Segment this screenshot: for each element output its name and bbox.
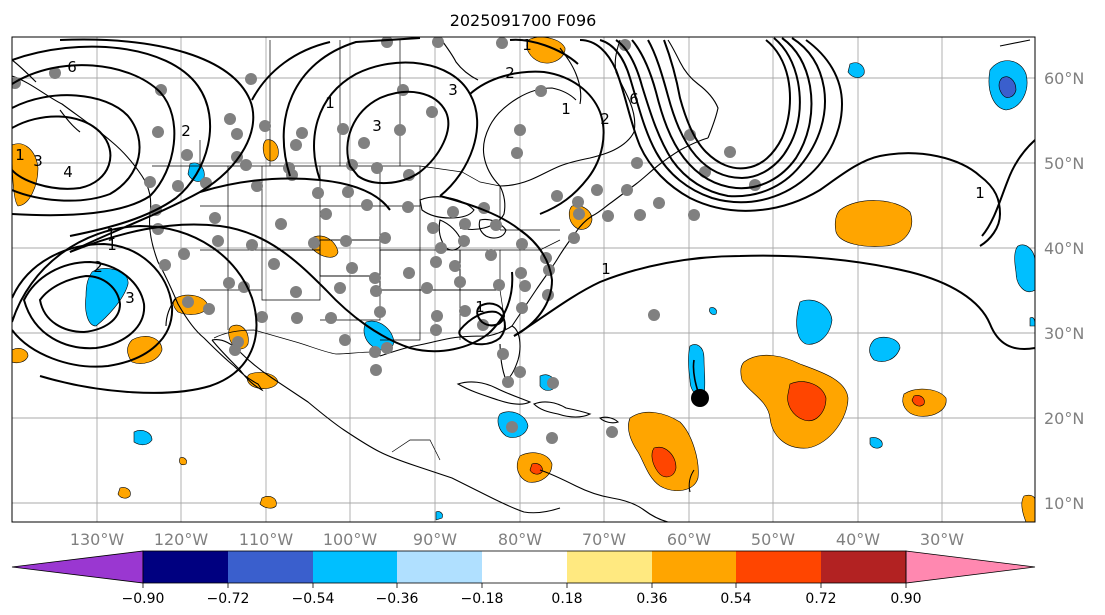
figure-title: 2025091700 F096 [450, 11, 597, 30]
contour-label: 2 [181, 122, 191, 140]
colorbar-tick-label: 0.54 [720, 591, 751, 607]
contour-label: 1 [325, 94, 335, 112]
lon-label: 30°W [920, 530, 964, 549]
colorbar-swatch [482, 551, 567, 583]
contour-label: 1 [475, 298, 485, 316]
colorbar-tick-label: −0.18 [461, 591, 504, 607]
contour-label: 4 [63, 163, 73, 181]
lat-label: 10°N [1044, 494, 1084, 513]
contour-label: 6 [629, 90, 639, 108]
contour-label: 1 [975, 184, 985, 202]
colorbar-swatch [143, 551, 228, 583]
lon-label: 90°W [413, 530, 457, 549]
lon-label: 40°W [836, 530, 880, 549]
lat-label: 50°N [1044, 154, 1084, 173]
colorbar-swatch [652, 551, 736, 583]
contour-label: 1 [561, 100, 571, 118]
contour-label: 3 [125, 289, 135, 307]
lon-label: 110°W [239, 530, 294, 549]
colorbar-swatch [567, 551, 652, 583]
coastlines [12, 37, 1031, 522]
contour-label: 3 [448, 81, 458, 99]
contour-label: 2 [505, 64, 515, 82]
colorbar-tick-label: 0.36 [636, 591, 667, 607]
colorbar-tick-label: −0.54 [292, 591, 335, 607]
colorbar-tick-label: 0.90 [890, 591, 921, 607]
contour-label: 1 [106, 225, 116, 243]
colorbar-tick-label: −0.36 [376, 591, 419, 607]
contour-label: 3 [33, 152, 43, 170]
contour-label: 1 [522, 36, 532, 54]
contour-label: 3 [372, 117, 382, 135]
lat-label: 60°N [1044, 69, 1084, 88]
colorbar-swatch [397, 551, 482, 583]
contour-value-labels: 6 4 3 2 1 3 1 2 3 1 2 1 6 1 1 3 2 1 1 1 [15, 36, 985, 316]
colorbar-tick-label: 0.18 [551, 591, 582, 607]
contour-label: 6 [67, 58, 77, 76]
colorbar: −0.90 −0.72 −0.54 −0.36 −0.18 0.18 0.36 … [11, 550, 1036, 607]
colorbar-swatch [821, 551, 906, 583]
colorbar-tick-label: 0.72 [805, 591, 836, 607]
lat-label: 20°N [1044, 409, 1084, 428]
colorbar-max-extension [905, 550, 1036, 584]
map-background [12, 37, 1035, 522]
lat-label: 30°N [1044, 324, 1084, 343]
colorbar-tick-label: −0.72 [207, 591, 250, 607]
colorbar-swatch [313, 551, 397, 583]
longitude-labels: 130°W 120°W 110°W 100°W 90°W 80°W 70°W 6… [70, 530, 964, 549]
lon-label: 70°W [582, 530, 626, 549]
station-markers [12, 37, 761, 444]
lon-label: 130°W [70, 530, 125, 549]
tropical-cyclone-marker [691, 359, 709, 407]
lat-label: 40°N [1044, 239, 1084, 258]
lon-label: 50°W [751, 530, 795, 549]
colorbar-min-extension [11, 550, 144, 584]
lon-label: 120°W [154, 530, 209, 549]
colorbar-swatch [228, 551, 313, 583]
latitude-labels: 60°N 50°N 40°N 30°N 20°N 10°N [1044, 69, 1084, 513]
colorbar-swatch [736, 551, 821, 583]
lon-label: 60°W [667, 530, 711, 549]
map-frame [11, 36, 1036, 523]
colorbar-tick-label: −0.90 [122, 591, 165, 607]
contour-label: 1 [107, 236, 117, 254]
contour-lines [12, 37, 1035, 394]
contour-label: 1 [15, 146, 25, 164]
contour-label: 1 [601, 260, 611, 278]
lon-label: 80°W [498, 530, 542, 549]
contour-label: 2 [600, 110, 610, 128]
lon-label: 100°W [323, 530, 378, 549]
contour-label: 2 [93, 258, 103, 276]
